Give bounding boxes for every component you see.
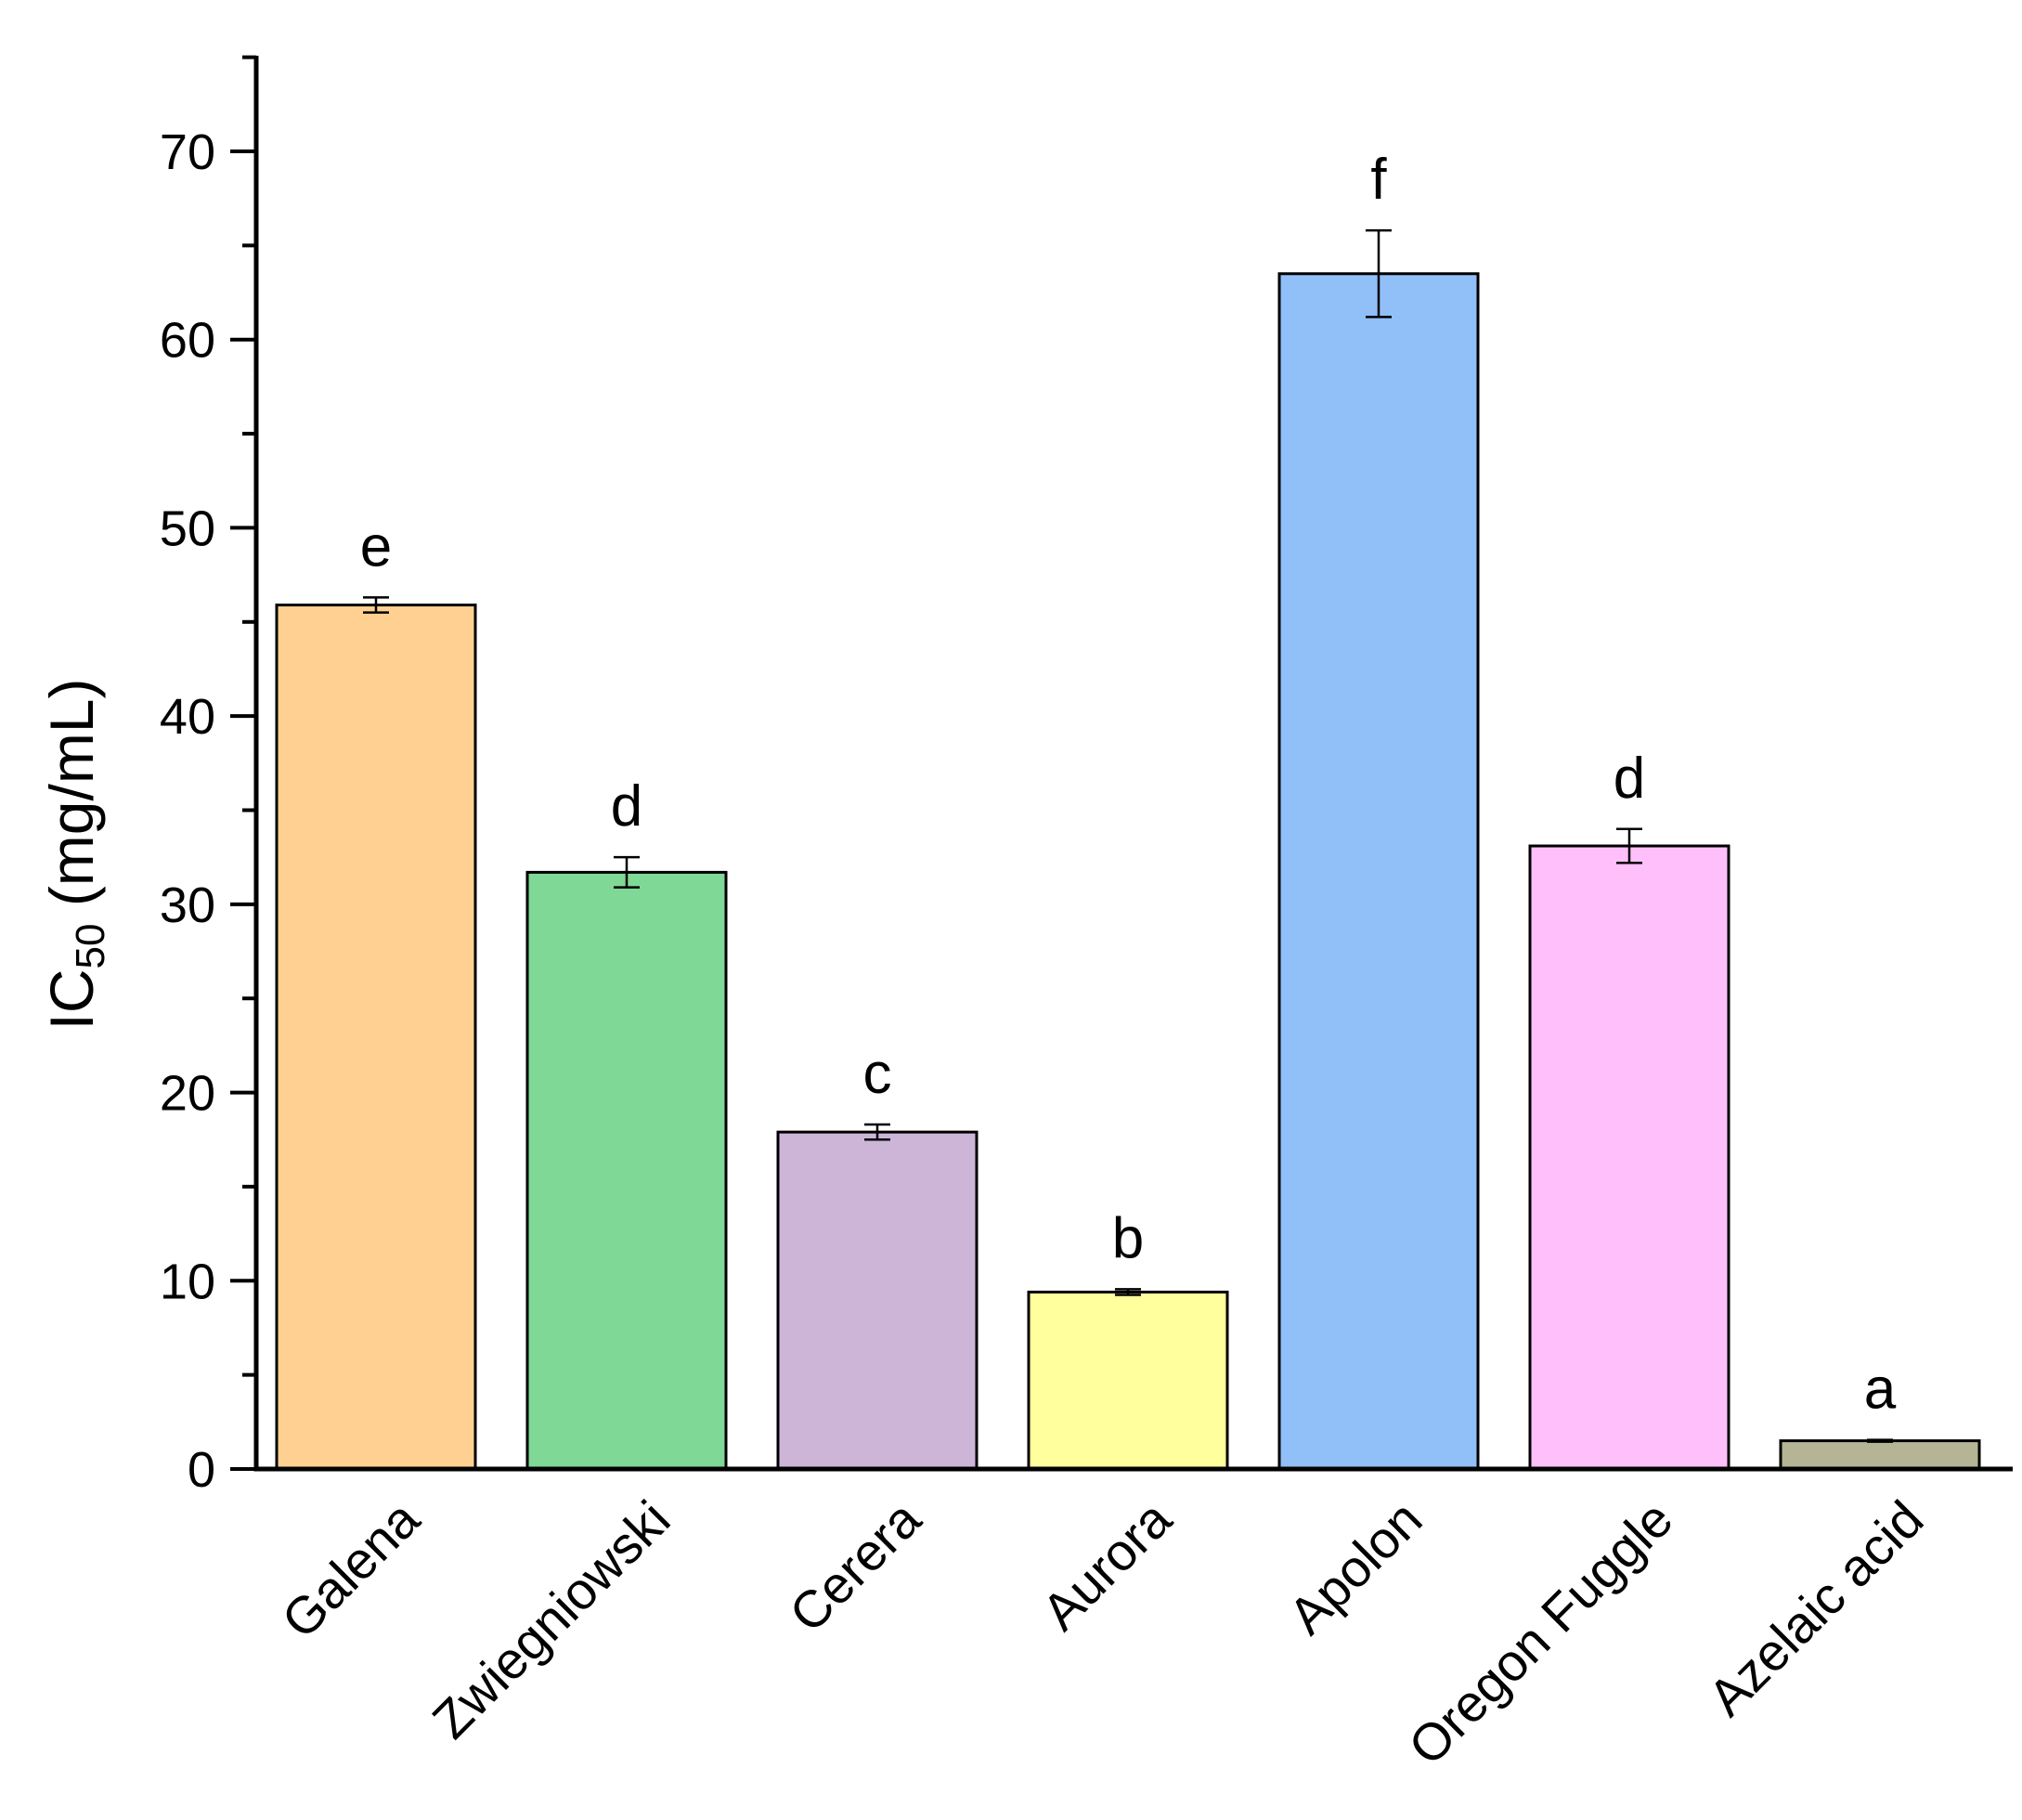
y-axis-title: IC50 (mg/mL) (37, 679, 113, 1031)
bars (275, 272, 1981, 1471)
y-axis-title-subscript: 50 (68, 924, 113, 969)
significance-label: e (360, 514, 392, 578)
x-tick-label: Galena (270, 1488, 431, 1649)
y-tick-labels: 0 10 20 30 40 50 60 70 (160, 124, 215, 1498)
x-tick-label: Zwiegniowski (421, 1489, 680, 1749)
x-tick-label: Oregon Fuggle (1397, 1489, 1684, 1776)
significance-label: d (1614, 747, 1645, 811)
x-tick-label: Azelaic acid (1697, 1489, 1935, 1727)
error-bar (1366, 228, 1392, 318)
y-tick-label: 30 (160, 878, 215, 933)
significance-label: b (1112, 1206, 1144, 1270)
significance-label: c (863, 1042, 892, 1106)
significance-label: f (1370, 148, 1387, 212)
y-tick-label: 20 (160, 1066, 215, 1122)
bar-zwiegniowski (525, 870, 728, 1471)
y-tick-label: 60 (160, 313, 215, 369)
bar-aurora (1027, 1290, 1229, 1471)
y-tick-label: 10 (160, 1254, 215, 1309)
y-tick-label: 0 (188, 1442, 215, 1498)
y-tick-label: 70 (160, 124, 215, 180)
bar-cerera (776, 1130, 979, 1471)
bar-oregon-fuggle (1528, 844, 1730, 1471)
bar-apolon (1277, 272, 1480, 1471)
error-bar (864, 1123, 890, 1141)
y-tick-label: 40 (160, 689, 215, 745)
error-bars (363, 228, 1893, 1443)
y-tick-label: 50 (160, 500, 215, 556)
error-bar (1115, 1288, 1141, 1296)
error-bar (1867, 1438, 1893, 1443)
error-bar (363, 596, 389, 614)
error-bar (614, 855, 640, 889)
significance-labels: e d c b f d a (360, 148, 1897, 1421)
significance-label: d (611, 774, 642, 838)
significance-label: a (1864, 1358, 1897, 1422)
x-tick-label: Cerera (778, 1488, 932, 1643)
x-tick-label: Apolon (1277, 1489, 1433, 1645)
error-bar (1616, 827, 1642, 864)
y-axis-title-main: IC (37, 968, 106, 1030)
axes (230, 55, 2013, 1472)
y-axis-title-unit: (mg/mL) (37, 679, 106, 924)
bar-galena (275, 604, 477, 1471)
x-tick-label: Aurora (1030, 1488, 1183, 1641)
bar-azelaic-acid (1779, 1439, 1981, 1471)
